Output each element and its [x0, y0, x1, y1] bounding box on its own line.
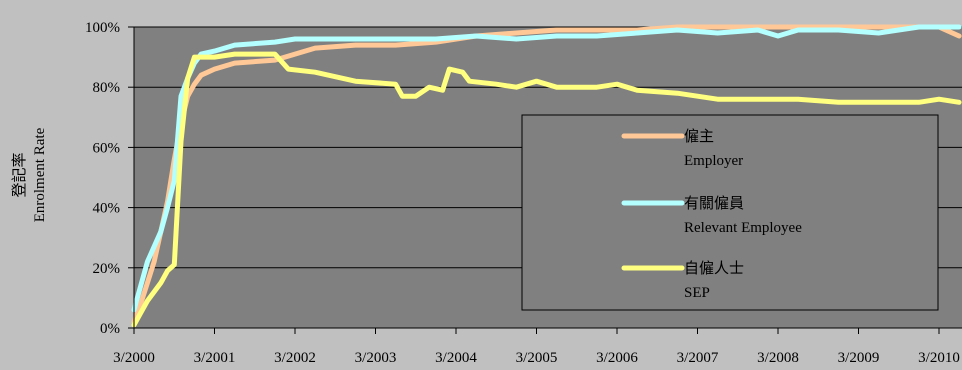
tick-label-y-40: 40% [93, 201, 121, 217]
series-line-1 [131, 24, 962, 325]
tick-label-y-80: 80% [93, 80, 121, 96]
tick-label-x-7: 3/2007 [677, 350, 719, 366]
tick-label-x-1: 3/2001 [194, 350, 236, 366]
legend-label-en-1: Employer [684, 153, 743, 169]
tick-label-x-4: 3/2004 [435, 350, 477, 366]
legend: 僱主 Employer 有關僱員 Relevant Employee 自僱人士 SEP [521, 114, 939, 311]
legend-label-en-2: Relevant Employee [684, 220, 802, 236]
axes: 0% 20% 40% 60% 80% 100% 3/2000 3/2001 3/2002 3/20… [85, 20, 962, 366]
series-lines [131, 24, 962, 328]
legend-label-zh-2: 有關僱員 [684, 194, 744, 212]
tick-label-x-2: 3/2002 [274, 350, 316, 366]
tick-label-x-0: 3/2000 [113, 350, 155, 366]
tick-label-y-100: 100% [85, 20, 120, 36]
legend-label-en-3: SEP [684, 285, 710, 301]
tick-label-x-9: 3/2009 [838, 350, 880, 366]
tick-label-y-60: 60% [93, 140, 121, 156]
tick-label-x-8: 3/2008 [757, 350, 799, 366]
tick-label-y-20: 20% [93, 261, 121, 277]
legend-box [521, 114, 939, 311]
tick-label-x-5: 3/2005 [516, 350, 558, 366]
tick-label-x-10: 3/2010 [918, 350, 960, 366]
tick-label-x-6: 3/2006 [596, 350, 638, 366]
series-line-3 [131, 51, 962, 328]
y-axis-title-zh: 登記率 [10, 152, 28, 197]
series-line-2 [131, 24, 962, 313]
legend-label-zh-1: 僱主 [684, 127, 714, 145]
tick-label-x-3: 3/2003 [355, 350, 397, 366]
legend-label-zh-3: 自僱人士 [684, 259, 744, 277]
tick-label-y-0: 0% [100, 321, 120, 337]
y-axis-title-en: Enrolment Rate [32, 127, 48, 222]
